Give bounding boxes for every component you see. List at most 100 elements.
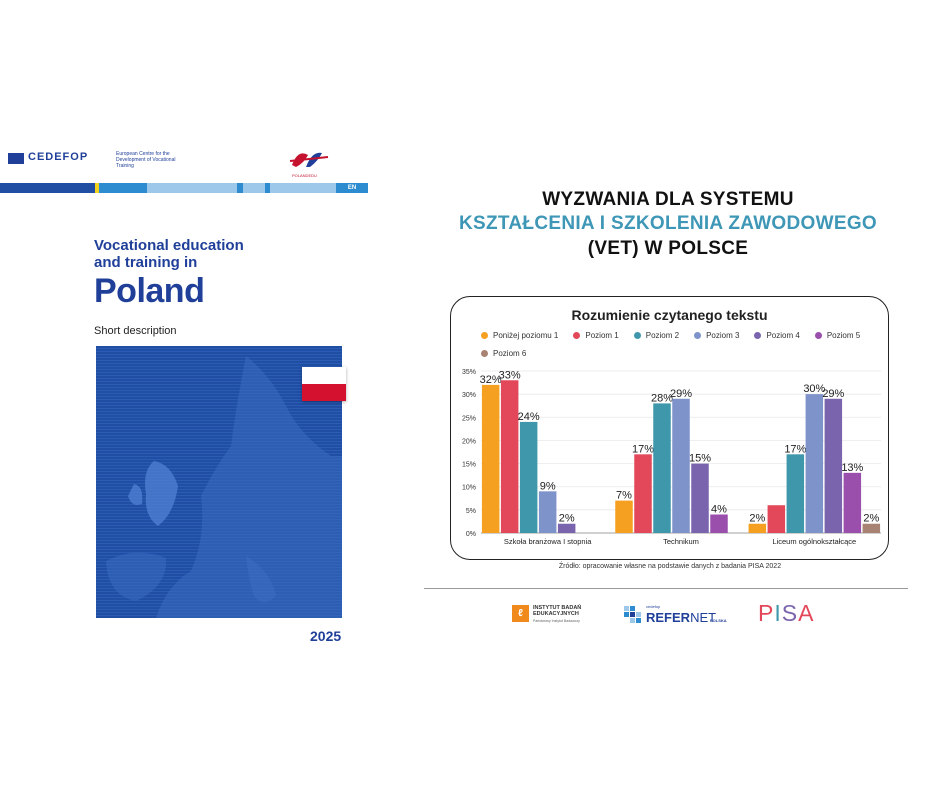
- ibe-logo-icon: ℓ: [512, 605, 529, 622]
- bar: [538, 491, 557, 533]
- headline-line3: (VET) W POLSCE: [587, 238, 749, 259]
- cover-stripe: [0, 183, 95, 193]
- cover-country: Poland: [94, 272, 205, 310]
- data-label: 13%: [841, 462, 863, 474]
- y-tick-label: 30%: [462, 392, 476, 399]
- data-label: 24%: [518, 411, 540, 423]
- data-label: 29%: [822, 388, 844, 400]
- cedefop-logo: CEDEFOP: [28, 151, 89, 163]
- cover-subtitle: Short description: [94, 325, 177, 337]
- data-label: 2%: [559, 513, 575, 525]
- legend-swatch: [573, 332, 581, 339]
- legend-item: Poziom 5: [814, 331, 861, 340]
- legend-label: Poziom 4: [766, 331, 800, 340]
- cover-year: 2025: [310, 628, 342, 644]
- data-label: 29%: [670, 388, 692, 400]
- x-tick-label: Liceum ogólnokształcące: [772, 537, 856, 546]
- cover-stripe: [265, 183, 270, 193]
- bar: [824, 398, 843, 533]
- y-tick-label: 10%: [462, 485, 476, 492]
- bar-chart: 0% 5% 10% 15% 20% 25% 30% 35% 32%33% 24% 9% 2% Szkoł…: [462, 369, 881, 546]
- polandedu-logo-icon: [289, 152, 329, 167]
- bar: [710, 514, 728, 533]
- bar: [691, 463, 709, 533]
- headline-line1: WYZWANIA DLA SYSTEMU: [542, 189, 794, 210]
- cover-title-line2: and training in: [94, 254, 198, 271]
- publication-cover: CEDEFOP European Centre for the Developm…: [0, 135, 368, 655]
- pisa-logo: PISA: [758, 600, 814, 627]
- cedefop-description: European Centre for the Development of V…: [116, 151, 176, 169]
- bar: [843, 472, 862, 533]
- bar: [634, 454, 652, 533]
- ibe-line2: EDUKACYJNYCH: [533, 611, 579, 617]
- data-label: 33%: [499, 369, 521, 381]
- refernet-grid-icon: [624, 606, 641, 623]
- bar: [615, 500, 633, 533]
- data-label: 7%: [616, 490, 632, 502]
- legend-label: Poziom 2: [645, 331, 680, 340]
- cover-stripe: [270, 183, 336, 193]
- data-label: 9%: [540, 480, 556, 492]
- bar: [557, 523, 576, 533]
- legend-swatch: [814, 332, 822, 339]
- legend-item: Poziom 6: [481, 349, 526, 358]
- pisa-letter: P: [758, 600, 775, 626]
- legend-swatch: [754, 332, 762, 339]
- y-tick-label: 35%: [462, 369, 476, 376]
- bar: [862, 523, 881, 533]
- x-tick-label: Technikum: [663, 537, 699, 546]
- pisa-letter: I: [774, 600, 782, 626]
- legend-label: Poniżej poziomu 1: [493, 331, 559, 340]
- legend-label: Poziom 3: [706, 331, 740, 340]
- y-tick-label: 15%: [462, 462, 476, 469]
- data-label: 28%: [651, 392, 673, 404]
- bar: [786, 454, 805, 533]
- legend-swatch: [481, 350, 488, 357]
- chart-title: Rozumienie czytanego tekstu: [571, 307, 768, 323]
- bar: [805, 394, 824, 533]
- cover-stripe: [237, 183, 243, 193]
- legend-swatch: [481, 332, 488, 339]
- data-label: 17%: [632, 443, 654, 455]
- y-tick-label: 5%: [466, 508, 476, 515]
- legend-item: Poniżej poziomu 1: [481, 331, 558, 340]
- cover-stripe: [99, 183, 147, 193]
- bar: [481, 384, 500, 533]
- data-label: 32%: [480, 374, 502, 386]
- data-label: 2%: [863, 513, 879, 525]
- bar: [519, 421, 538, 533]
- data-label: 15%: [689, 453, 711, 465]
- y-tick-label: 20%: [462, 438, 476, 445]
- legend-label: Poziom 6: [493, 349, 527, 358]
- bar: [672, 398, 690, 533]
- refernet-country: POLSKA: [710, 618, 727, 623]
- cover-stripe: [147, 183, 237, 193]
- legend-label: Poziom 1: [585, 331, 619, 340]
- pisa-letter: S: [781, 600, 799, 626]
- polandedu-text: POLANDEDU: [292, 173, 317, 178]
- legend-item: Poziom 1: [573, 331, 619, 340]
- cover-title-line1: Vocational education: [94, 237, 244, 254]
- headline-line2: KSZTAŁCENIA I SZKOLENIA ZAWODOWEGO: [459, 213, 877, 234]
- chart-legend: Poniżej poziomu 1 Poziom 1 Poziom 2 Poziom …: [481, 331, 881, 367]
- refernet-small-text: cedefop: [646, 604, 661, 609]
- legend-item: Poziom 4: [754, 331, 800, 340]
- legend-label: Poziom 5: [826, 331, 861, 340]
- eu-flag-icon: [8, 153, 24, 164]
- legend-item: Poziom 2: [633, 331, 680, 340]
- bar: [653, 403, 671, 533]
- legend-swatch: [694, 332, 702, 339]
- y-tick-label: 25%: [462, 415, 476, 422]
- data-label: 30%: [803, 383, 825, 395]
- refernet-main-text: REFERNET: [646, 610, 716, 625]
- cover-stripe: [243, 183, 265, 193]
- y-tick-label: 0%: [466, 531, 476, 538]
- data-label: 2%: [749, 513, 765, 525]
- source-note: Źródło: opracowanie własne na podstawie …: [558, 563, 782, 570]
- x-tick-label: Szkoła branżowa I stopnia: [504, 537, 592, 546]
- refernet-net: NET: [690, 610, 717, 625]
- data-label: 4%: [711, 503, 727, 515]
- ibe-logo-sub: Państwowy Instytut Badawczy: [533, 619, 580, 623]
- ibe-line1: INSTYTUT BADAŃ: [533, 605, 582, 611]
- ibe-logo-text: INSTYTUT BADAŃ EDUKACYJNYCH: [533, 605, 623, 617]
